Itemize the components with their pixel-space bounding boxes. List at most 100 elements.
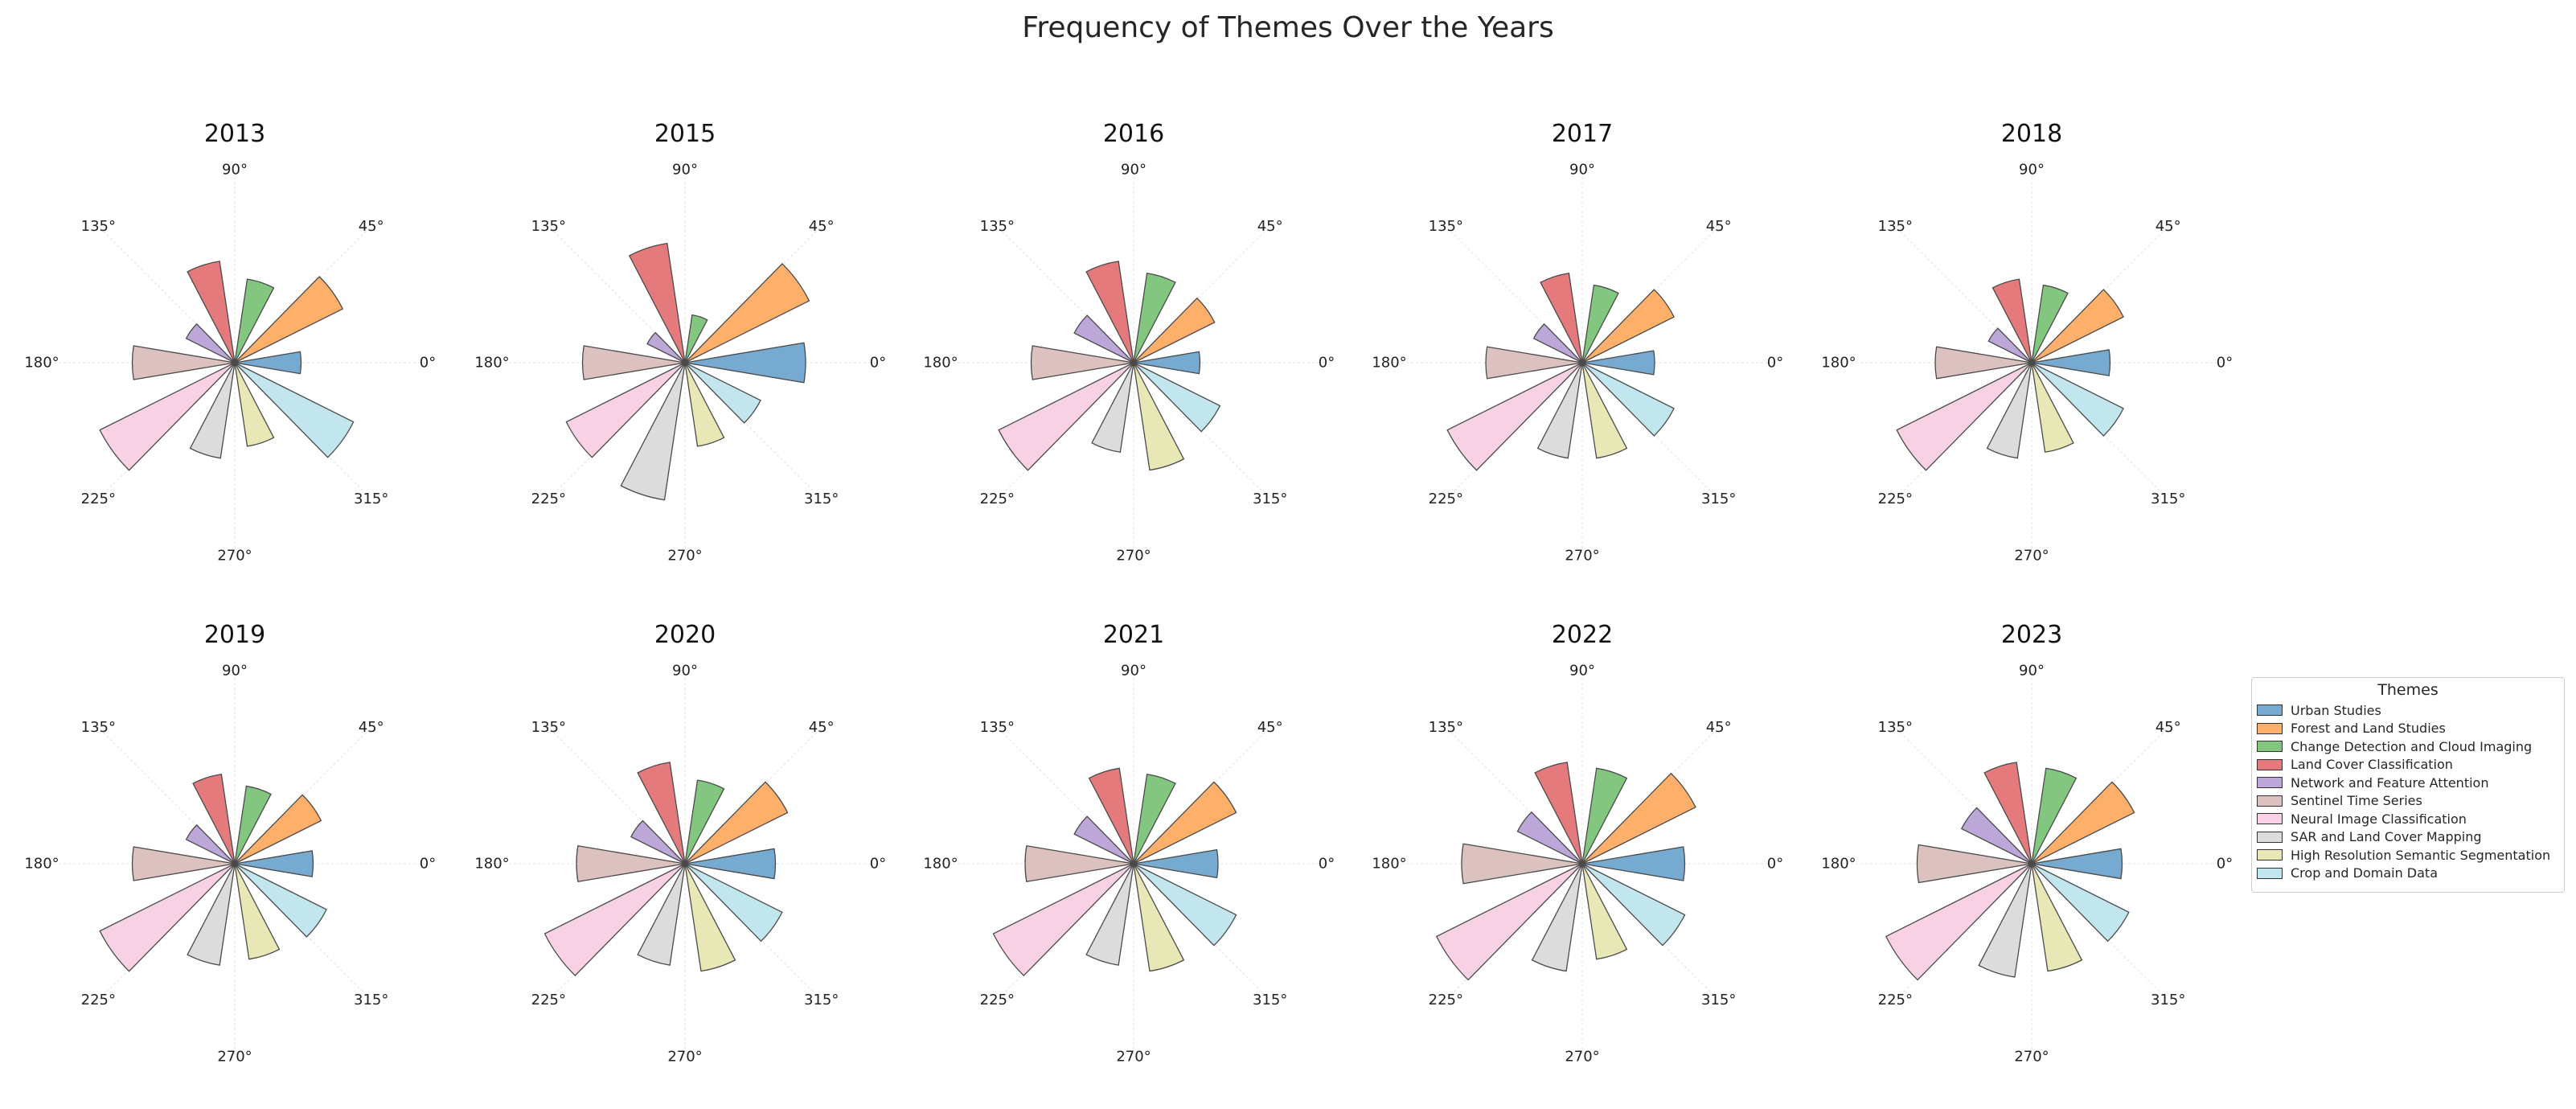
angle-label: 45° [809,218,835,235]
radial-gridline [1894,225,2032,364]
angle-label: 90° [1121,162,1146,179]
radial-gridline [684,362,822,500]
angle-label: 270° [1565,1049,1599,1066]
radial-gridline [1581,726,1720,865]
angle-label: 225° [980,992,1015,1008]
legend-label: Sentinel Time Series [2291,793,2422,809]
wedge-sar-and-land-cover-mapping [187,863,236,966]
wedge-high-resolution-semantic-segmentation [684,863,736,972]
legend-item: Sentinel Time Series [2257,792,2559,811]
wedge-sentinel-time-series [581,345,686,380]
angle-label: 90° [222,162,248,179]
radial-gridline [97,726,236,865]
wedge-forest-and-land-studies [234,276,344,364]
angle-label: 90° [2019,663,2045,680]
legend: Themes Urban Studies Forest and Land Stud… [2251,677,2565,893]
wedge-neural-image-classification [1446,362,1583,471]
radial-gridline [548,863,686,1001]
angle-label: 180° [24,856,59,873]
polar-chart-2016: 2016 0° 45° 90° 135° 180° 225° 270° 315° [923,120,1335,565]
angle-label: 315° [1701,491,1736,507]
legend-label: Land Cover Classification [2291,757,2453,773]
radial-gridline [1133,726,1271,865]
angle-label: 270° [2014,1049,2049,1066]
angle-label: 180° [474,355,509,372]
radial-gridline [1581,362,1720,500]
legend-item: Change Detection and Cloud Imaging [2257,737,2559,756]
angle-label: 180° [1821,355,1856,372]
angle-label: 270° [1116,548,1151,565]
angle-label: 135° [1429,218,1463,235]
panel-title: 2018 [2001,120,2062,148]
legend-swatch [2257,722,2283,734]
angle-label: 225° [81,992,116,1008]
angle-label: 180° [1372,355,1406,372]
wedge-sar-and-land-cover-mapping [1085,863,1134,966]
legend-title: Themes [2377,681,2439,699]
angle-label: 180° [1372,856,1406,873]
wedge-urban-studies [684,848,777,880]
angle-label: 90° [1569,162,1595,179]
wedge-change-detection-and-cloud-imaging [234,278,275,364]
wedge-sar-and-land-cover-mapping [1531,863,1583,972]
wedge-network-and-feature-attention [185,824,236,865]
angle-label: 270° [667,1049,702,1066]
angle-label: 90° [2019,162,2045,179]
polar-chart-2013: 2013 0° 45° 90° 135° 180° 225° 270° 315° [24,120,436,565]
wedge-urban-studies [1581,846,1686,881]
wedge-land-cover-classification [637,762,686,865]
radial-gridline [1581,225,1720,364]
angle-label: 45° [809,719,835,736]
wedge-crop-and-domain-data [684,362,761,424]
wedge-network-and-feature-attention [1987,327,2032,364]
wedge-forest-and-land-studies [234,794,322,865]
wedge-high-resolution-semantic-segmentation [2031,863,2083,972]
wedge-change-detection-and-cloud-imaging [2031,284,2069,364]
legend-item: SAR and Land Cover Mapping [2257,828,2559,847]
radial-gridline [97,362,236,500]
angle-label: 135° [1429,719,1463,736]
angle-label: 135° [1878,218,1913,235]
wedge-sentinel-time-series [131,345,236,380]
legend-swatch [2257,849,2283,861]
wedge-high-resolution-semantic-segmentation [234,362,275,447]
legend-item: Forest and Land Studies [2257,720,2559,738]
angle-label: 270° [1116,1049,1151,1066]
angle-label: 45° [359,218,384,235]
radial-gridline [2031,726,2169,865]
wedge-change-detection-and-cloud-imaging [1581,284,1619,364]
wedge-urban-studies [234,850,314,877]
radial-gridline [97,863,236,1001]
wedge-crop-and-domain-data [684,863,783,943]
wedge-crop-and-domain-data [1133,863,1237,947]
angle-label: 45° [359,719,384,736]
angle-label: 315° [2151,491,2185,507]
angle-label: 45° [1706,218,1732,235]
angle-label: 0° [420,856,436,873]
wedge-neural-image-classification [544,863,686,976]
angle-label: 0° [870,856,886,873]
wedge-urban-studies [2031,848,2123,880]
wedge-change-detection-and-cloud-imaging [1133,273,1176,364]
radial-gridline [996,726,1134,865]
panel-title: 2013 [204,120,265,148]
wedge-sar-and-land-cover-mapping [1091,362,1134,453]
legend-item: Neural Image Classification [2257,810,2559,828]
legend-swatch [2257,777,2283,789]
legend-swatch [2257,704,2283,717]
angle-label: 90° [222,663,248,680]
angle-label: 315° [354,491,388,507]
radial-gridline [1133,225,1271,364]
legend-label: Neural Image Classification [2291,811,2467,827]
wedge-crop-and-domain-data [2031,863,2130,943]
radial-gridline [684,225,822,364]
angle-label: 225° [1878,992,1913,1008]
angle-label: 180° [923,856,958,873]
panel-title: 2015 [654,120,716,148]
radial-gridline [996,863,1134,1001]
wedge-sentinel-time-series [1024,844,1134,883]
wedge-sar-and-land-cover-mapping [637,863,686,966]
legend-swatch [2257,741,2283,753]
wedge-sentinel-time-series [131,846,236,881]
wedge-change-detection-and-cloud-imaging [2031,767,2078,865]
